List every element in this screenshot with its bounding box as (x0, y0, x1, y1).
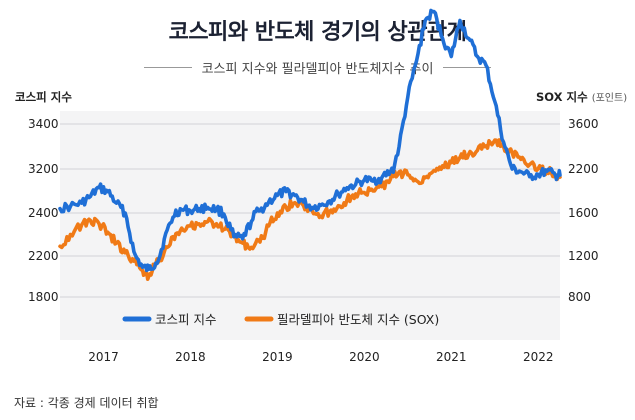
x-tick-label: 2017 (88, 350, 119, 364)
left-tick-label: 3200 (28, 162, 59, 176)
right-tick-label: 1600 (568, 206, 599, 220)
subtitle-row: 코스피 지수와 필라델피아 반도체지수 추이 (0, 58, 635, 77)
legend-sox-label: 필라델피아 반도체 지수 (SOX) (277, 312, 439, 327)
left-tick-label: 2400 (28, 206, 59, 220)
x-tick-label: 2018 (175, 350, 206, 364)
subtitle-rule-left (143, 67, 192, 68)
legend: 코스피 지수 필라델피아 반도체 지수 (SOX) (122, 312, 439, 327)
x-tick-label: 2022 (523, 350, 554, 364)
x-tick-label: 2019 (262, 350, 293, 364)
sox-series-line (58, 138, 562, 281)
right-axis-unit: (포인트) (591, 93, 628, 104)
tick-labels: 3400 3200 2400 2200 1800 3600 2200 1600 1200 800 2… (28, 117, 599, 364)
left-axis-title: 코스피 지수 (15, 90, 72, 104)
right-axis-label: SOX 지수 (536, 90, 588, 104)
subtitle-rule-right (443, 67, 492, 68)
right-tick-label: 3600 (568, 117, 599, 131)
right-tick-label: 1200 (568, 249, 599, 263)
legend-kospi-label: 코스피 지수 (155, 312, 216, 327)
kospi-series-line (58, 8, 562, 273)
right-axis-title: SOX 지수 (포인트) (536, 89, 627, 105)
source-note: 자료 : 각종 경제 데이터 취합 (14, 396, 159, 410)
chart-subtitle: 코스피 지수와 필라델피아 반도체지수 추이 (201, 62, 434, 77)
left-tick-label: 3400 (28, 117, 59, 131)
series-group (58, 8, 562, 281)
left-tick-label: 1800 (28, 290, 59, 304)
chart-title: 코스피와 반도체 경기의 상관관계 (168, 20, 467, 45)
right-tick-label: 800 (568, 290, 591, 304)
gridlines (60, 123, 560, 298)
left-tick-label: 2200 (28, 249, 59, 263)
x-tick-label: 2021 (436, 350, 467, 364)
right-tick-label: 2200 (568, 162, 599, 176)
x-tick-label: 2020 (349, 350, 380, 364)
